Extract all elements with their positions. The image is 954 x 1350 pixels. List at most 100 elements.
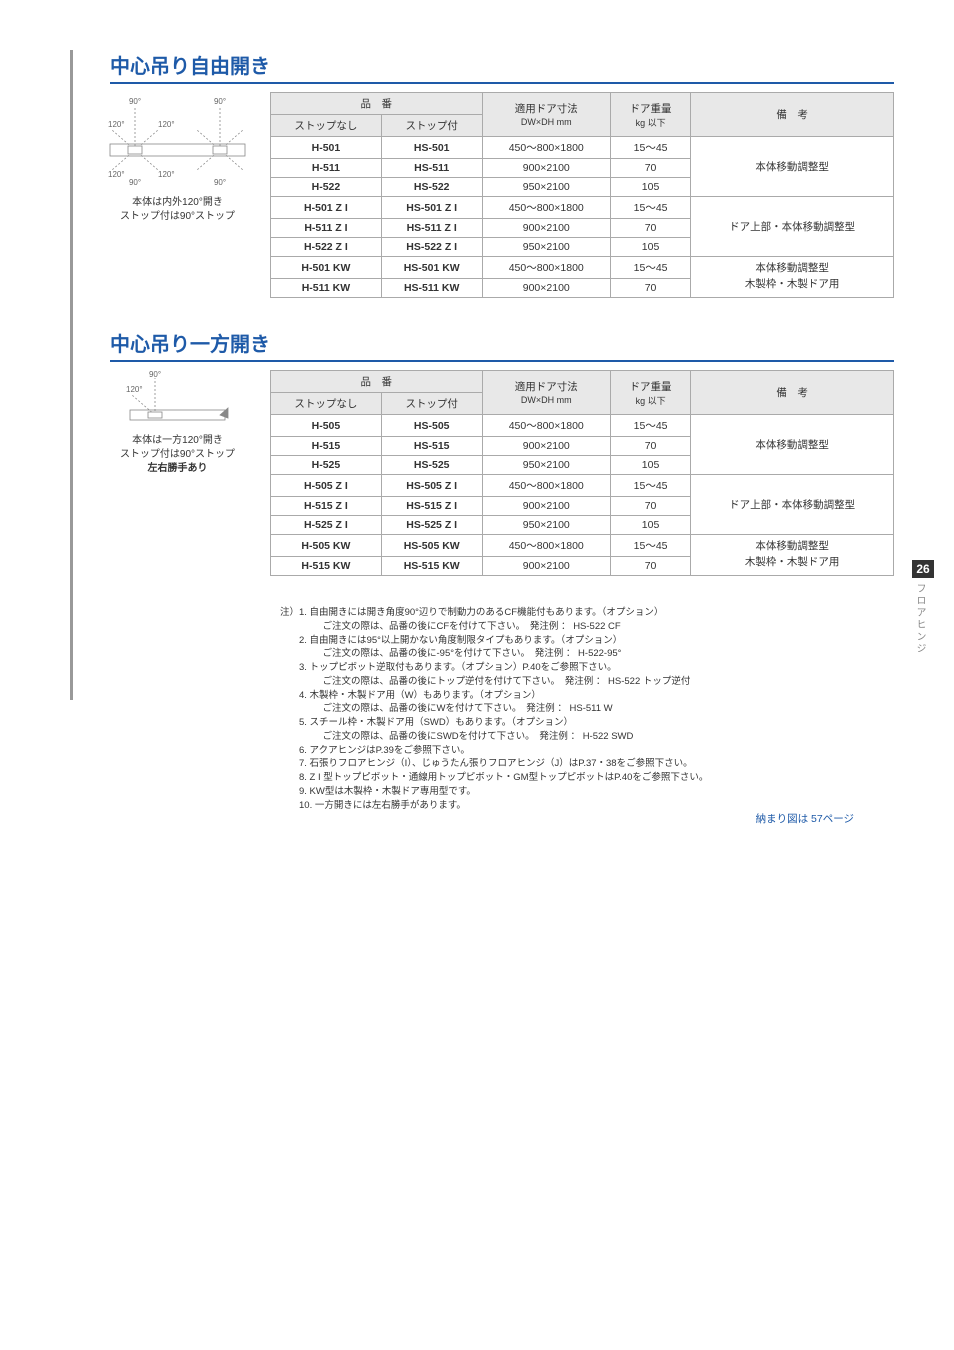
svg-text:90°: 90° <box>129 178 141 187</box>
cell-model-stop: HS-501 KW <box>381 257 482 279</box>
cell-dim: 450～800×1800 <box>482 415 610 437</box>
cell-model-nostop: H-501 Z I <box>271 197 382 219</box>
cell-dim: 900×2100 <box>482 279 610 298</box>
cell-remarks: ドア上部・本体移動調整型 <box>691 197 894 257</box>
cell-model-nostop: H-522 Z I <box>271 238 382 257</box>
cell-model-stop: HS-505 <box>381 415 482 437</box>
cell-model-nostop: H-505 Z I <box>271 475 382 497</box>
svg-text:120°: 120° <box>158 120 175 129</box>
note-item: 注）1. 自由開きには開き角度90°辺りで制動力のあるCF機能付もあります。（オ… <box>280 606 894 620</box>
cell-model-stop: HS-525 <box>381 456 482 475</box>
svg-text:90°: 90° <box>129 97 141 106</box>
cell-remarks: 本体移動調整型 <box>691 415 894 475</box>
left-border-line <box>70 50 73 700</box>
cell-weight: 15～45 <box>610 257 690 279</box>
diagram-2-caption-1: 本体は一方120°開き <box>100 434 255 448</box>
diagram-2-caption-2: ストップ付は90°ストップ <box>100 448 255 462</box>
note-sub: ご注文の際は、品番の後にSWDを付けて下さい。 発注例 ： H-522 SWD <box>294 730 894 744</box>
table-1: 品 番 適用ドア寸法DW×DH mm ドア重量kg 以下 備 考 ストップなし … <box>270 92 894 298</box>
hinge-diagram-1: 90° 90° 120° 120° 120° 120° 90° 90° <box>100 92 255 187</box>
cell-weight: 15～45 <box>610 197 690 219</box>
cell-weight: 15～45 <box>610 137 690 159</box>
cell-weight: 70 <box>610 437 690 456</box>
th-remarks: 備 考 <box>691 93 894 137</box>
svg-text:90°: 90° <box>214 97 226 106</box>
th-col1: ストップなし <box>271 115 382 137</box>
cell-dim: 900×2100 <box>482 159 610 178</box>
notes-block: 注）1. 自由開きには開き角度90°辺りで制動力のあるCF機能付もあります。（オ… <box>280 606 894 812</box>
cell-weight: 70 <box>610 557 690 576</box>
svg-text:90°: 90° <box>214 178 226 187</box>
cell-model-stop: HS-525 Z I <box>381 516 482 535</box>
diagram-2: 90° 120° 本体は一方120°開き ストップ付は90°ストップ 左右勝手あ… <box>100 370 255 476</box>
cell-weight: 15～45 <box>610 475 690 497</box>
cell-dim: 450～800×1800 <box>482 197 610 219</box>
note-item: 8. Z I 型トップピボット・通線用トップピボット・GM型トップピボットはP.… <box>280 771 894 785</box>
cell-weight: 15～45 <box>610 535 690 557</box>
cell-weight: 70 <box>610 159 690 178</box>
cell-remarks: 本体移動調整型木製枠・木製ドア用 <box>691 257 894 298</box>
hinge-diagram-2: 90° 120° <box>100 370 255 425</box>
cell-model-stop: HS-505 Z I <box>381 475 482 497</box>
table-row: H-505HS-505450～800×180015～45本体移動調整型 <box>271 415 894 437</box>
table-row: H-501HS-501450～800×180015～45本体移動調整型 <box>271 137 894 159</box>
cell-weight: 70 <box>610 497 690 516</box>
cell-model-stop: HS-505 KW <box>381 535 482 557</box>
side-page-tab: 26 フロアヒンジ <box>912 560 934 655</box>
note-item: 5. スチール枠・木製ドア用（SWD）もあります。（オプション） <box>280 716 894 730</box>
note-item: 7. 石張りフロアヒンジ（I）、じゅうたん張りフロアヒンジ（J）はP.37・38… <box>280 757 894 771</box>
cell-model-nostop: H-525 Z I <box>271 516 382 535</box>
cell-dim: 900×2100 <box>482 557 610 576</box>
svg-text:90°: 90° <box>149 370 161 379</box>
cell-weight: 105 <box>610 238 690 257</box>
cell-remarks: 本体移動調整型 <box>691 137 894 197</box>
note-sub: ご注文の際は、品番の後にトップ逆付を付けて下さい。 発注例 ： HS-522 ト… <box>294 675 894 689</box>
table-row: H-505 KWHS-505 KW450～800×180015～45本体移動調整… <box>271 535 894 557</box>
cell-model-nostop: H-501 <box>271 137 382 159</box>
th-dim: 適用ドア寸法DW×DH mm <box>482 93 610 137</box>
cell-dim: 900×2100 <box>482 219 610 238</box>
svg-text:120°: 120° <box>108 120 125 129</box>
cell-model-nostop: H-511 KW <box>271 279 382 298</box>
cell-dim: 950×2100 <box>482 456 610 475</box>
section-title-1: 中心吊り自由開き <box>110 50 894 84</box>
cell-weight: 105 <box>610 456 690 475</box>
cell-dim: 450～800×1800 <box>482 535 610 557</box>
th-hinban: 品 番 <box>271 93 483 115</box>
table-row: H-501 KWHS-501 KW450～800×180015～45本体移動調整… <box>271 257 894 279</box>
note-item: 3. トップピボット逆取付もあります。（オプション）P.40をご参照下さい。 <box>280 661 894 675</box>
cell-model-nostop: H-505 KW <box>271 535 382 557</box>
diagram-2-caption-3: 左右勝手あり <box>100 462 255 476</box>
section-free-open: 中心吊り自由開き <box>100 50 894 298</box>
cell-remarks: 本体移動調整型木製枠・木製ドア用 <box>691 535 894 576</box>
svg-text:120°: 120° <box>158 170 175 179</box>
cell-dim: 450～800×1800 <box>482 475 610 497</box>
cell-dim: 450～800×1800 <box>482 137 610 159</box>
cell-model-nostop: H-515 Z I <box>271 497 382 516</box>
cell-dim: 450～800×1800 <box>482 257 610 279</box>
cell-dim: 950×2100 <box>482 516 610 535</box>
cell-model-stop: HS-511 Z I <box>381 219 482 238</box>
th2-col1: ストップなし <box>271 393 382 415</box>
cell-weight: 70 <box>610 219 690 238</box>
cell-model-nostop: H-501 KW <box>271 257 382 279</box>
cell-model-nostop: H-511 Z I <box>271 219 382 238</box>
section-one-way-open: 中心吊り一方開き 90° 120° 本体は一方120°開き ストップ付は90°ス… <box>100 328 894 576</box>
note-sub: ご注文の際は、品番の後にCFを付けて下さい。 発注例 ： HS-522 CF <box>294 620 894 634</box>
cell-model-stop: HS-522 <box>381 178 482 197</box>
th2-remarks: 備 考 <box>691 371 894 415</box>
cell-model-nostop: H-511 <box>271 159 382 178</box>
cell-weight: 15～45 <box>610 415 690 437</box>
note-item: 9. KW型は木製枠・木製ドア専用型です。 <box>280 785 894 799</box>
cell-dim: 900×2100 <box>482 497 610 516</box>
note-sub: ご注文の際は、品番の後にWを付けて下さい。 発注例 ： HS-511 W <box>294 702 894 716</box>
cell-model-stop: HS-511 <box>381 159 482 178</box>
diagram-1-caption-1: 本体は内外120°開き <box>100 196 255 210</box>
cell-weight: 105 <box>610 516 690 535</box>
cell-model-nostop: H-522 <box>271 178 382 197</box>
svg-text:120°: 120° <box>126 385 143 394</box>
diagram-1: 90° 90° 120° 120° 120° 120° 90° 90° 本体は内… <box>100 92 255 224</box>
cell-dim: 900×2100 <box>482 437 610 456</box>
page-number: 26 <box>912 560 934 578</box>
cell-model-stop: HS-522 Z I <box>381 238 482 257</box>
